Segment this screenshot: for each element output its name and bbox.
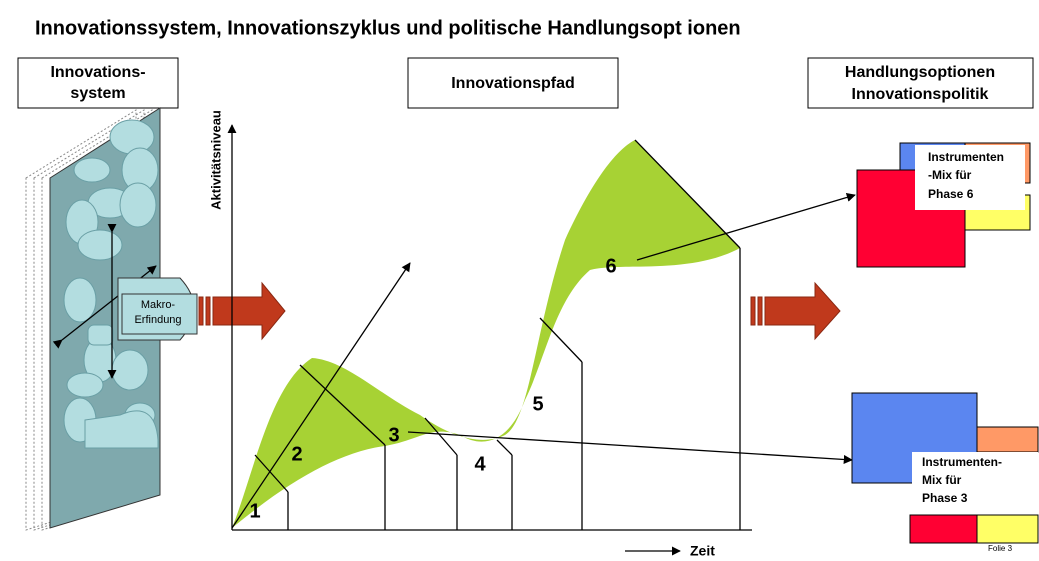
x-axis-label: Zeit — [690, 543, 715, 559]
phase-label: 3 — [388, 424, 399, 446]
instrument-label: -Mix für — [928, 168, 972, 182]
header-text: Handlungsoptionen — [845, 64, 995, 81]
instrument-label: Mix für — [922, 473, 962, 487]
flow-arrow — [199, 283, 285, 339]
header-text: system — [70, 85, 125, 102]
phase-label: 4 — [474, 453, 486, 475]
y-axis-label: Aktivitätsniveau — [208, 110, 223, 210]
phase-label: 1 — [249, 500, 260, 522]
instrument-label: Phase 6 — [928, 187, 974, 201]
instrument-label: Instrumenten- — [922, 455, 1002, 469]
phase-label: 2 — [291, 443, 302, 465]
system-label: Makro- — [141, 299, 176, 311]
header-text: Innovations- — [50, 64, 145, 81]
header-text: Innovationspolitik — [852, 86, 989, 103]
phase-label: 6 — [605, 255, 616, 277]
title: Innovationssystem, Innovationszyklus und… — [35, 17, 741, 39]
footer: Folie 3 — [988, 544, 1013, 553]
slide: Innovationssystem, Innovationszyklus und… — [0, 0, 1039, 561]
instrument-label: Phase 3 — [922, 491, 968, 505]
innovation-band — [232, 140, 740, 528]
phase-label: 5 — [532, 393, 543, 415]
flow-arrow — [751, 283, 840, 339]
header-text: Innovationspfad — [451, 75, 575, 92]
instrument-label: Instrumenten — [928, 150, 1004, 164]
system-label: Erfindung — [134, 314, 181, 326]
